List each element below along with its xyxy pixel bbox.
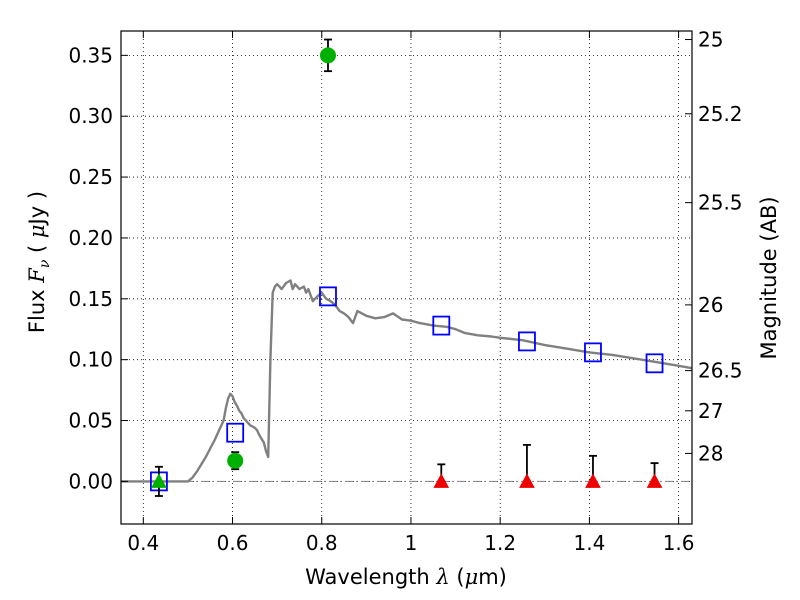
blue-square-model-point (518, 331, 536, 352)
x-tick-label: 1.2 (484, 531, 516, 555)
y-tick-label: 0.00 (68, 469, 113, 493)
red-triangle-upper-limit (433, 473, 450, 488)
y2-tick-label: 26.5 (698, 359, 743, 383)
y-tick-label: 0.30 (68, 104, 113, 128)
y-tick-label: 0.10 (68, 348, 113, 372)
y2-tick-label: 27 (698, 399, 723, 423)
blue-square-model-point (319, 286, 337, 307)
data-markers (150, 38, 664, 497)
blue-square-model-point (645, 353, 664, 374)
y-tick-label: 0.25 (68, 165, 113, 189)
red-triangle-upper-limit (646, 473, 663, 488)
y-axis-label: Flux Fν ( μJy ) (25, 191, 53, 333)
green-circle-point (227, 452, 244, 469)
green-circle-point (319, 47, 336, 64)
red-triangle-upper-limit (519, 473, 535, 488)
axis-ticks: 0.4 0.6 0.8 1 1.2 1.4 1.6 0.00 0.05 0.10 0.15 0.20 0… (68, 28, 742, 555)
y-tick-label: 0.15 (68, 287, 113, 311)
red-triangle-upper-limit (585, 473, 601, 488)
plot-frame (120, 30, 693, 525)
blue-square-model-point (432, 315, 451, 336)
y2-tick-label: 25.5 (698, 191, 743, 215)
y-tick-label: 0.35 (68, 43, 113, 67)
y-tick-label: 0.05 (68, 409, 113, 433)
model-spectrum (121, 279, 693, 483)
x-tick-label: 1.6 (663, 531, 695, 555)
y2-tick-label: 28 (698, 441, 723, 465)
y2-tick-label: 25 (698, 28, 723, 52)
y2-tick-label: 25.2 (698, 102, 743, 126)
x-tick-label: 0.4 (127, 531, 159, 555)
blue-square-model-point (226, 422, 245, 443)
x-axis-label: Wavelength λ (μm) (305, 565, 507, 589)
model-spectrum-line (121, 279, 693, 483)
x-tick-label: 1 (405, 531, 418, 555)
y2-axis-label: Magnitude (AB) (757, 196, 781, 359)
grid (121, 31, 692, 524)
x-tick-label: 1.4 (573, 531, 605, 555)
y-tick-label: 0.20 (68, 226, 113, 250)
blue-square-model-point (584, 342, 602, 363)
green-triangle-point (151, 473, 167, 488)
x-tick-label: 0.6 (217, 531, 249, 555)
y2-tick-label: 26 (698, 293, 723, 317)
x-tick-label: 0.8 (306, 531, 338, 555)
